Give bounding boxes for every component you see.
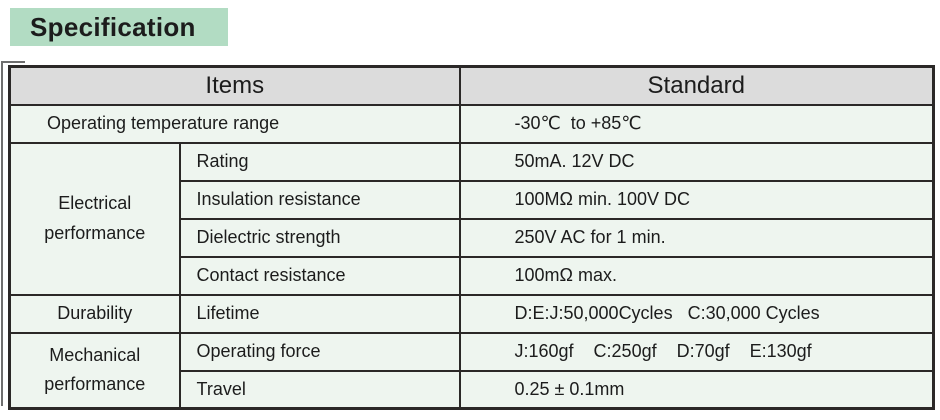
cell-standard-travel: 0.25 ± 0.1mm (458, 369, 935, 410)
cell-item-rating: Rating (178, 141, 461, 182)
table-row: Travel 0.25 ± 0.1mm (10, 369, 935, 410)
table-row: Contact resistance 100mΩ max. (10, 255, 935, 296)
table-row: Mechanical performance Operating force J… (8, 331, 935, 410)
page-title-banner: Specification (10, 8, 228, 46)
cell-item-operating-temperature-range: Operating temperature range (8, 103, 461, 144)
cell-group-electrical-performance: Electrical performance (8, 141, 181, 296)
cell-standard-lifetime: D:E:J:50,000Cycles C:30,000 Cycles (458, 293, 935, 334)
table-row: Electrical performance Rating 50mA. 12V … (8, 141, 935, 296)
cell-item-insulation-resistance: Insulation resistance (178, 179, 461, 220)
cell-standard-operating-force: J:160gf C:250gf D:70gf E:130gf (458, 331, 935, 372)
table-row: Durability Lifetime D:E:J:50,000Cycles C… (8, 293, 935, 334)
cell-group-mechanical-performance: Mechanical performance (8, 331, 181, 410)
cell-item-lifetime: Lifetime (178, 293, 461, 334)
cell-standard-operating-temperature-range: -30℃ to +85℃ (458, 103, 935, 144)
cell-item-contact-resistance: Contact resistance (178, 255, 461, 296)
cell-item-dielectric-strength: Dielectric strength (178, 217, 461, 258)
table-row: Insulation resistance 100MΩ min. 100V DC (10, 179, 935, 220)
cell-standard-contact-resistance: 100mΩ max. (458, 255, 935, 296)
cell-group-durability: Durability (8, 293, 181, 334)
cell-standard-rating: 50mA. 12V DC (458, 141, 935, 182)
header-items: Items (8, 65, 461, 106)
page-title: Specification (30, 11, 196, 42)
table-header-row: Items Standard (8, 65, 935, 106)
spec-table-container: Items Standard Operating temperature ran… (8, 65, 935, 410)
cell-item-operating-force: Operating force (178, 331, 461, 372)
cell-standard-insulation-resistance: 100MΩ min. 100V DC (458, 179, 935, 220)
cell-standard-dielectric-strength: 250V AC for 1 min. (458, 217, 935, 258)
table-row: Operating temperature range -30℃ to +85℃ (8, 103, 935, 144)
spec-table: Items Standard Operating temperature ran… (8, 65, 935, 410)
cell-item-travel: Travel (178, 369, 461, 410)
header-standard: Standard (458, 65, 935, 106)
table-row: Dielectric strength 250V AC for 1 min. (10, 217, 935, 258)
